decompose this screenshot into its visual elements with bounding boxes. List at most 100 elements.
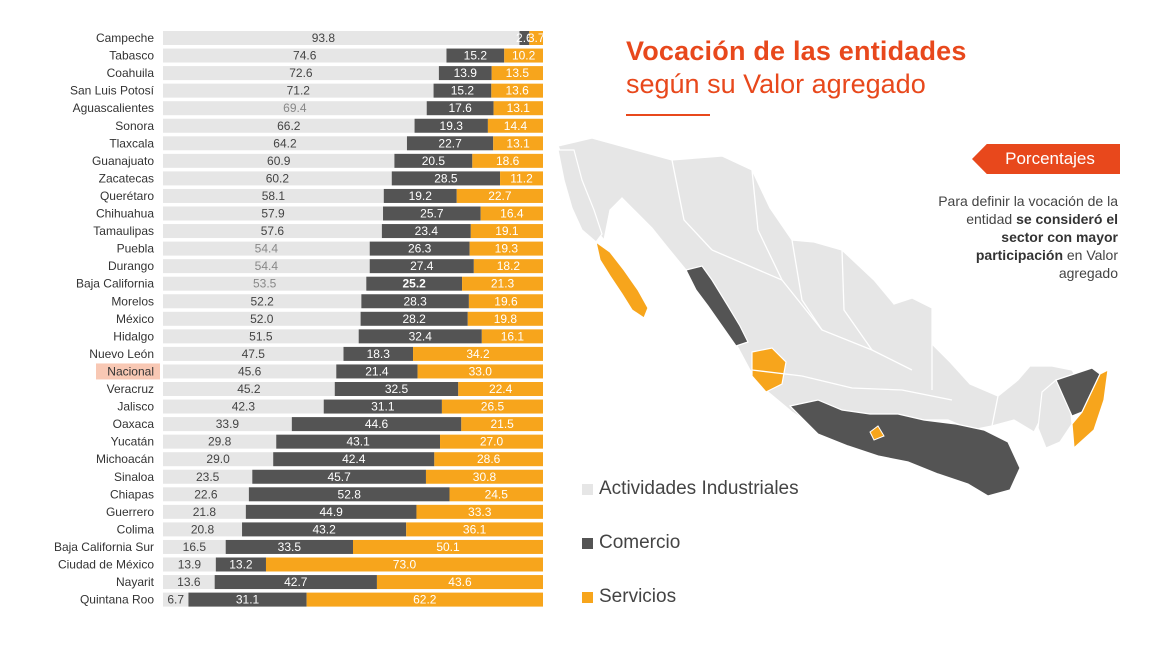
bar-actividades-industriales-durango (163, 259, 370, 274)
bar-servicios-chiapas (449, 487, 543, 502)
data-label-servicios-chihuahua: 16.4 (500, 207, 524, 221)
bar-servicios-nayarit (376, 575, 543, 590)
bar-servicios-tlaxcala (493, 136, 543, 151)
methodology-note: Para definir la vocación de la entidad s… (930, 192, 1118, 282)
data-label-actividades-industriales-puebla: 54.4 (255, 242, 279, 256)
data-label-actividades-industriales-nayarit: 13.6 (177, 575, 201, 589)
bar-servicios-guanajuato (472, 153, 543, 168)
data-label-comercio-mexico: 28.2 (403, 312, 427, 326)
data-label-servicios-tlaxcala: 13.1 (506, 136, 530, 150)
bar-comercio-sonora (414, 118, 488, 133)
data-label-actividades-industriales-nuevo-leon: 47.5 (242, 347, 266, 361)
category-label-guanajuato: Guanajuato (92, 154, 154, 168)
data-label-comercio-puebla: 26.3 (408, 242, 432, 256)
bar-actividades-industriales-mexico (163, 311, 361, 326)
bar-comercio-nayarit (214, 575, 377, 590)
bar-actividades-industriales-nuevo-leon (163, 346, 344, 361)
map-southern-states (788, 399, 1021, 497)
bar-servicios-campeche (529, 31, 543, 45)
data-label-comercio-tlaxcala: 22.7 (438, 136, 462, 150)
data-label-comercio-nayarit: 42.7 (284, 575, 308, 589)
bar-servicios-nacional (417, 364, 543, 379)
data-label-actividades-industriales-aguascalientes: 69.4 (283, 101, 307, 115)
category-label-oaxaca: Oaxaca (113, 417, 155, 431)
data-label-actividades-industriales-coahuila: 72.6 (289, 66, 313, 80)
data-label-actividades-industriales-san-luis-potosi: 71.2 (287, 84, 311, 98)
category-label-colima: Colima (117, 522, 155, 536)
data-label-servicios-queretaro: 22.7 (488, 189, 512, 203)
bar-comercio-tlaxcala (406, 136, 494, 151)
legend-item-industriales: Actividades Industriales (582, 462, 799, 516)
bar-actividades-industriales-sinaloa (163, 469, 253, 484)
category-label-nuevo-leon: Nuevo León (89, 347, 154, 361)
bar-actividades-industriales-colima (163, 522, 243, 537)
bar-actividades-industriales-nayarit (163, 575, 215, 590)
data-label-actividades-industriales-oaxaca: 33.9 (216, 417, 240, 431)
data-label-comercio-colima: 43.2 (312, 522, 336, 536)
bar-comercio-tabasco (446, 48, 505, 63)
data-label-actividades-industriales-hidalgo: 51.5 (249, 329, 273, 343)
data-label-comercio-hidalgo: 32.4 (409, 329, 433, 343)
data-label-servicios-tamaulipas: 19.1 (495, 224, 519, 238)
title: Vocación de las entidades (626, 36, 967, 66)
bar-actividades-industriales-baja-california (163, 276, 367, 291)
bar-servicios-ciudad-de-mexico (265, 557, 543, 572)
bar-actividades-industriales-sonora (163, 118, 415, 133)
bar-comercio-mexico (360, 311, 468, 326)
bar-comercio-campeche (519, 31, 530, 45)
data-label-actividades-industriales-ciudad-de-mexico: 13.9 (178, 558, 202, 572)
bar-actividades-industriales-veracruz (163, 382, 335, 396)
bar-comercio-morelos (361, 294, 469, 309)
data-label-comercio-ciudad-de-mexico: 13.2 (229, 558, 253, 572)
bar-servicios-sinaloa (425, 469, 543, 484)
map-sinaloa (685, 265, 749, 347)
data-label-servicios-sinaloa: 30.8 (473, 470, 497, 484)
bar-servicios-hidalgo (481, 329, 543, 344)
bar-actividades-industriales-queretaro (163, 188, 384, 203)
bar-servicios-morelos (468, 294, 543, 309)
subtitle: según su Valor agregado (626, 69, 926, 99)
data-label-comercio-campeche: 2.6 (516, 31, 533, 45)
note-bold: se consideró el sector con mayor partici… (975, 211, 1118, 263)
bar-comercio-zacatecas (391, 171, 501, 186)
category-label-sinaloa: Sinaloa (114, 470, 154, 484)
data-label-comercio-nuevo-leon: 18.3 (367, 347, 391, 361)
data-label-comercio-guerrero: 44.9 (319, 505, 343, 519)
bar-servicios-yucatan (440, 434, 543, 449)
bar-servicios-guerrero (416, 504, 543, 519)
category-label-tlaxcala: Tlaxcala (109, 136, 154, 150)
data-label-actividades-industriales-veracruz: 45.2 (237, 382, 261, 396)
data-label-servicios-tabasco: 10.2 (512, 49, 536, 63)
bar-actividades-industriales-chiapas (163, 487, 249, 502)
data-label-servicios-campeche: 3.7 (528, 31, 545, 45)
category-label-chiapas: Chiapas (110, 487, 154, 501)
data-label-servicios-ciudad-de-mexico: 73.0 (393, 558, 417, 572)
bar-comercio-nuevo-leon (343, 346, 414, 361)
data-label-comercio-durango: 27.4 (410, 259, 434, 273)
bar-servicios-mexico (467, 311, 543, 326)
bar-servicios-michoacan (434, 452, 543, 467)
category-label-quintana-roo: Quintana Roo (80, 593, 154, 607)
category-label-coahuila: Coahuila (107, 66, 155, 80)
bar-actividades-industriales-jalisco (163, 399, 324, 414)
bar-comercio-jalisco (323, 399, 442, 414)
title-underline (626, 114, 710, 116)
highlight-nacional (96, 363, 160, 380)
map-baja-california-sur (595, 240, 649, 319)
units-badge: Porcentajes (972, 144, 1120, 174)
bar-servicios-baja-california (462, 276, 543, 291)
data-label-comercio-tabasco: 15.2 (464, 49, 488, 63)
data-label-servicios-zacatecas: 11.2 (510, 171, 533, 185)
bar-servicios-aguascalientes (493, 101, 543, 116)
map-state-borders (671, 159, 999, 427)
data-label-comercio-nacional: 21.4 (365, 364, 389, 378)
data-label-servicios-chiapas: 24.5 (485, 487, 509, 501)
bar-actividades-industriales-baja-california-sur (163, 539, 226, 554)
bar-actividades-industriales-campeche (163, 31, 520, 45)
bar-servicios-puebla (469, 241, 543, 256)
data-label-comercio-oaxaca: 44.6 (365, 417, 389, 431)
bar-actividades-industriales-hidalgo (163, 329, 359, 344)
bar-servicios-oaxaca (461, 417, 543, 432)
chart-legend: Actividades Industriales Comercio Servic… (582, 462, 799, 624)
bar-comercio-durango (369, 259, 474, 274)
